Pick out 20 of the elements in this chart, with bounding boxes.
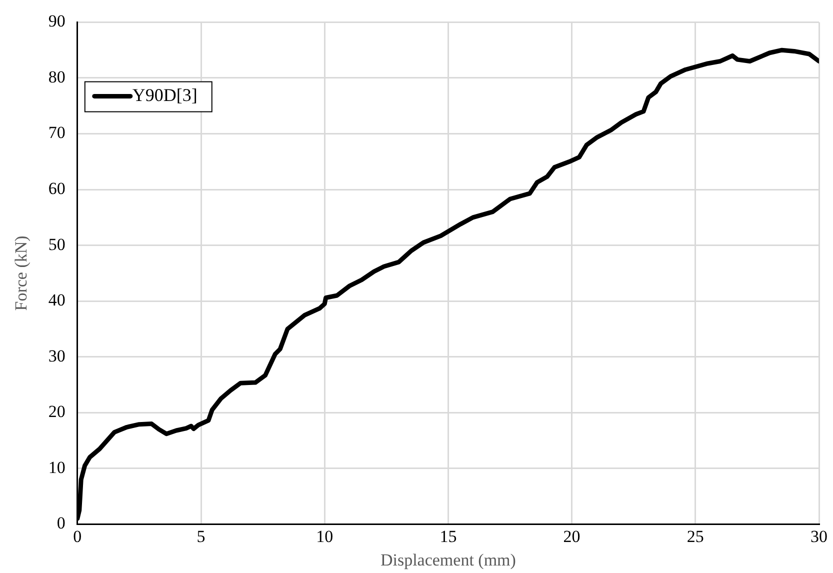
x-tick-label: 5 bbox=[196, 526, 206, 546]
y-tick-label: 30 bbox=[48, 346, 66, 366]
y-tick-label: 0 bbox=[56, 514, 66, 533]
y-axis-title: Force (kN) bbox=[12, 236, 31, 311]
y-tick-label: 20 bbox=[48, 402, 66, 422]
x-tick-label: 25 bbox=[686, 526, 704, 546]
y-tick-label: 80 bbox=[48, 67, 66, 86]
x-tick-label: 15 bbox=[440, 526, 457, 546]
x-tick-label: 20 bbox=[563, 526, 580, 546]
x-axis-title: Displacement (mm) bbox=[380, 550, 516, 570]
y-tick-label: 70 bbox=[48, 123, 66, 142]
legend-label: Y90D[3] bbox=[132, 84, 198, 105]
x-tick-label: 30 bbox=[810, 526, 828, 546]
y-tick-label: 10 bbox=[48, 458, 66, 477]
x-tick-label: 0 bbox=[73, 526, 82, 546]
y-tick-label: 60 bbox=[48, 179, 66, 198]
y-tick-label: 50 bbox=[48, 234, 66, 254]
y-tick-label: 90 bbox=[48, 12, 66, 31]
y-tick-label: 40 bbox=[48, 290, 66, 310]
x-tick-label: 10 bbox=[316, 526, 334, 546]
